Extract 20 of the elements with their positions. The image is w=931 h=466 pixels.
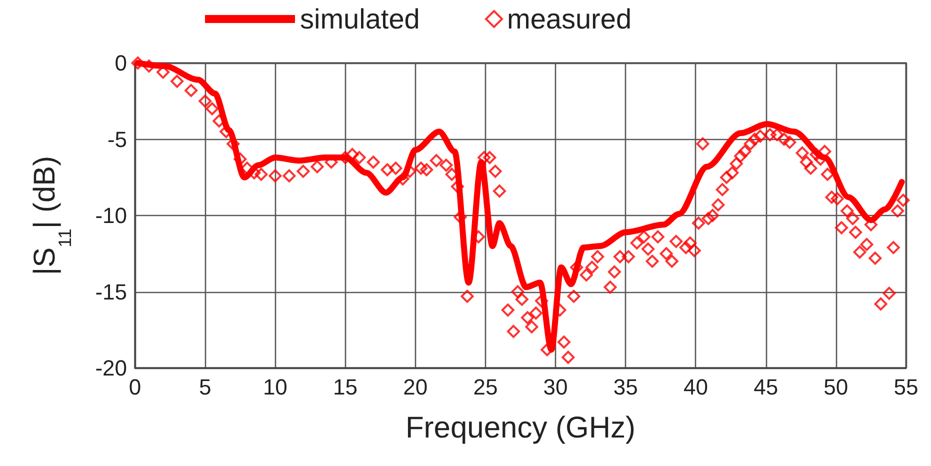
x-tick-label: 10 xyxy=(262,374,288,400)
x-axis-title: Frequency (GHz) xyxy=(405,412,636,444)
x-tick-label: 25 xyxy=(473,374,498,400)
x-tick-label: 15 xyxy=(333,374,358,400)
x-tick-label: 45 xyxy=(754,374,778,400)
x-tick-label: 30 xyxy=(543,374,568,400)
y-tick-label: 0 xyxy=(114,50,127,76)
legend-label: simulated xyxy=(300,4,420,34)
x-tick-label: 55 xyxy=(894,374,918,400)
y-tick-label: -15 xyxy=(95,279,127,304)
x-tick-label: 50 xyxy=(824,374,848,400)
y-tick-label: -5 xyxy=(107,126,127,152)
legend-label: measured xyxy=(507,4,632,34)
x-tick-label: 20 xyxy=(403,374,428,400)
y-tick-label: -20 xyxy=(95,356,127,380)
y-tick-label: -10 xyxy=(95,203,127,228)
x-tick-label: 40 xyxy=(683,374,708,400)
x-tick-label: 35 xyxy=(613,374,638,400)
y-axis-title: |S11| (dB) xyxy=(28,156,75,276)
x-tick-label: 5 xyxy=(198,374,212,400)
